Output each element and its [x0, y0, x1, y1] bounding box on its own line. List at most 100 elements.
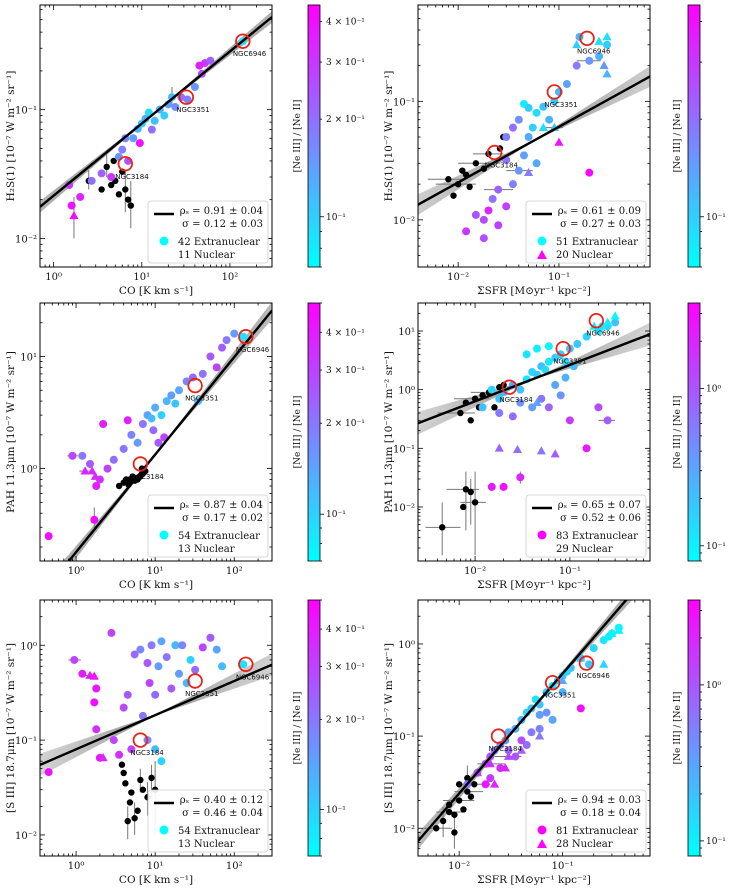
- y-axis-label: H₂S(1) [10⁻⁷ W m⁻² sr⁻¹]: [5, 71, 17, 202]
- legend-sigma: σ = 0.27 ± 0.03: [560, 219, 641, 230]
- data-point: [147, 125, 156, 134]
- fit-line: [67, 309, 272, 561]
- data-point: [150, 116, 159, 125]
- data-point: [582, 444, 591, 453]
- panel-pah-sfr: NGC3184 NGC3351 NGC6946 10⁻² 10⁻¹ 10⁻² 10⁻¹ 10⁰…: [383, 302, 726, 591]
- data-point: [519, 151, 528, 160]
- colorbar-tick-label: 10⁰: [706, 385, 721, 395]
- legend-box: [525, 494, 647, 558]
- data-point: [561, 373, 570, 382]
- legend-extranuclear: 51 Extranuclear: [556, 237, 638, 248]
- data-point: [92, 481, 101, 490]
- data-point: [174, 669, 183, 678]
- y-tick-label: 10⁻¹: [393, 732, 415, 743]
- colorbar: 10⁻¹ 10⁰ [Ne III] / [Ne II]: [673, 302, 726, 562]
- data-point: [109, 455, 118, 464]
- galaxy-label: NGC3184: [115, 173, 149, 181]
- nuclear-point: [124, 196, 132, 203]
- data-point: [479, 215, 488, 224]
- axes-frame: [39, 302, 273, 562]
- data-point: [589, 644, 598, 653]
- data-point: [143, 659, 152, 668]
- highlight-ring: [486, 144, 503, 161]
- data-point: [524, 133, 533, 142]
- y-axis-label: PAH 11.3μm [10⁻⁷ W m⁻² sr⁻¹]: [383, 351, 395, 513]
- data-point: [186, 655, 195, 664]
- galaxy-label: NGC3184: [485, 162, 519, 170]
- data-point: [129, 134, 138, 143]
- data-point: [478, 403, 487, 412]
- legend-extranuclear: 81 Extranuclear: [556, 826, 638, 837]
- data-point: [218, 343, 227, 352]
- legend-extranuclear-swatch: [537, 530, 547, 540]
- triangle-point: [80, 466, 90, 475]
- data-point: [522, 350, 531, 359]
- x-axis-label: ΣSFR [M⊙yr⁻¹ kpc⁻²]: [477, 874, 591, 886]
- nuclear-point: [459, 167, 466, 174]
- y-tick-label: 10⁰: [20, 641, 37, 652]
- galaxy-label: NGC3351: [176, 106, 209, 114]
- data-point: [222, 336, 231, 345]
- x-axis-label: CO [K km s⁻¹]: [119, 285, 193, 297]
- data-point: [76, 192, 85, 201]
- nuclear-point: [462, 486, 470, 493]
- colorbar-tick-label: 2 × 10⁻¹: [326, 419, 365, 429]
- colorbar-tick-label: 2 × 10⁻¹: [326, 115, 365, 125]
- highlight-ring: [132, 732, 149, 748]
- triangle-point: [503, 751, 514, 760]
- colorbar-tick-label: 10⁻¹: [326, 510, 346, 520]
- legend-nuclear-swatch: [537, 839, 547, 848]
- data-point: [535, 724, 544, 733]
- data-point: [508, 180, 517, 189]
- x-tick-label: 10⁻¹: [548, 272, 570, 283]
- nuclear-point: [460, 806, 467, 813]
- colorbar-tick-label: 10⁻¹: [706, 213, 726, 223]
- legend-extranuclear: 54 Extranuclear: [178, 826, 260, 837]
- data-point: [533, 344, 542, 353]
- data-point: [516, 398, 525, 407]
- data-point: [541, 365, 550, 374]
- plot-area: [40, 628, 272, 840]
- axes-frame: [417, 4, 651, 268]
- panel-h2s1-co: NGC3184 NGC3351 NGC6946 10⁰ 10¹ 10² 10⁻² 10⁻¹ CO…: [5, 4, 365, 297]
- data-point: [154, 662, 163, 671]
- nuclear-point: [126, 799, 134, 806]
- y-tick-label: 10⁰: [20, 465, 37, 476]
- data-point: [511, 752, 520, 761]
- nuclear-point: [115, 482, 123, 490]
- data-point: [133, 438, 142, 447]
- data-point: [495, 408, 504, 417]
- data-point: [532, 159, 541, 168]
- colorbar-label: [Ne III] / [Ne II]: [673, 692, 683, 765]
- colorbar-gradient: [308, 600, 320, 856]
- triangle-point: [90, 471, 100, 480]
- nuclear-point: [464, 774, 471, 782]
- colorbar-label: [Ne III] / [Ne II]: [293, 396, 303, 469]
- y-axis-label: [S III] 18.7μm [10⁻⁷ W m⁻² sr⁻¹]: [383, 643, 395, 813]
- triangle-point: [494, 443, 504, 452]
- legend-extranuclear-swatch: [159, 530, 169, 540]
- fit-line: [40, 16, 272, 208]
- data-point: [145, 679, 154, 688]
- data-point: [239, 660, 248, 669]
- triangle-point: [607, 628, 617, 637]
- galaxy-label: NGC3184: [488, 745, 522, 753]
- y-tick-label: 10⁻¹: [15, 106, 37, 117]
- colorbar-gradient: [688, 600, 700, 856]
- nuclear-point: [472, 160, 480, 167]
- triangle-point: [554, 137, 564, 146]
- data-point: [573, 340, 582, 349]
- triangle-point: [594, 36, 604, 45]
- nuclear-point: [433, 825, 440, 832]
- data-point: [162, 653, 171, 662]
- triangle-point: [69, 210, 79, 220]
- legend-rho: ρₛ = 0.65 ± 0.07: [558, 500, 641, 511]
- data-point: [149, 426, 158, 435]
- axes-ticks: [417, 599, 650, 857]
- plot-area: [418, 600, 633, 850]
- legend-nuclear: 13 Nuclear: [178, 544, 235, 555]
- highlight-ring: [187, 673, 203, 689]
- legend: ρₛ = 0.91 ± 0.04 σ = 0.12 ± 0.03 42 Extran…: [147, 200, 269, 264]
- colorbar-gradient: [308, 303, 320, 561]
- data-point: [206, 633, 215, 642]
